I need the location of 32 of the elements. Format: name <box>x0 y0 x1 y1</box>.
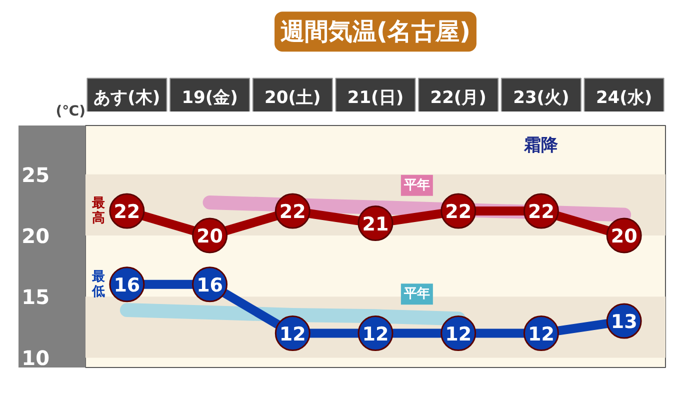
x-tick-label: あす(木) <box>94 88 160 108</box>
data-label: 22 <box>114 201 140 224</box>
x-tick-label: 24(水) <box>596 88 652 108</box>
data-label: 12 <box>279 323 306 346</box>
data-label: 22 <box>279 201 306 224</box>
data-label: 12 <box>362 323 389 346</box>
x-tick-label: 22(月) <box>430 88 486 108</box>
x-tick-label: 23(火) <box>513 88 570 108</box>
data-label: 21 <box>362 213 389 236</box>
y-tick-label: 10 <box>22 346 50 370</box>
y-tick-label: 20 <box>22 224 50 248</box>
annotation: 霜降 <box>523 136 560 156</box>
series-label: 最高 <box>90 196 105 226</box>
series-label: 平年 <box>402 178 430 193</box>
series-label: 平年 <box>402 286 430 302</box>
data-label: 22 <box>445 201 472 224</box>
x-tick-label: 19(金) <box>182 88 238 108</box>
data-label: 20 <box>196 226 224 248</box>
data-label: 16 <box>196 274 224 296</box>
y-tick-label: 15 <box>22 285 50 310</box>
data-label: 13 <box>610 311 638 334</box>
data-label: 20 <box>610 226 638 248</box>
series-label: 最低 <box>90 269 105 300</box>
chart-title: 週間気温(名古屋) <box>280 18 470 46</box>
x-tick-label: 21(日) <box>347 88 404 108</box>
data-label: 12 <box>528 323 554 346</box>
y-axis-title: (℃) <box>56 104 86 120</box>
data-label: 16 <box>114 274 140 296</box>
data-label: 12 <box>445 323 472 346</box>
data-label: 22 <box>528 201 554 224</box>
x-tick-label: 20(土) <box>264 88 321 108</box>
y-tick-label: 25 <box>22 162 50 187</box>
